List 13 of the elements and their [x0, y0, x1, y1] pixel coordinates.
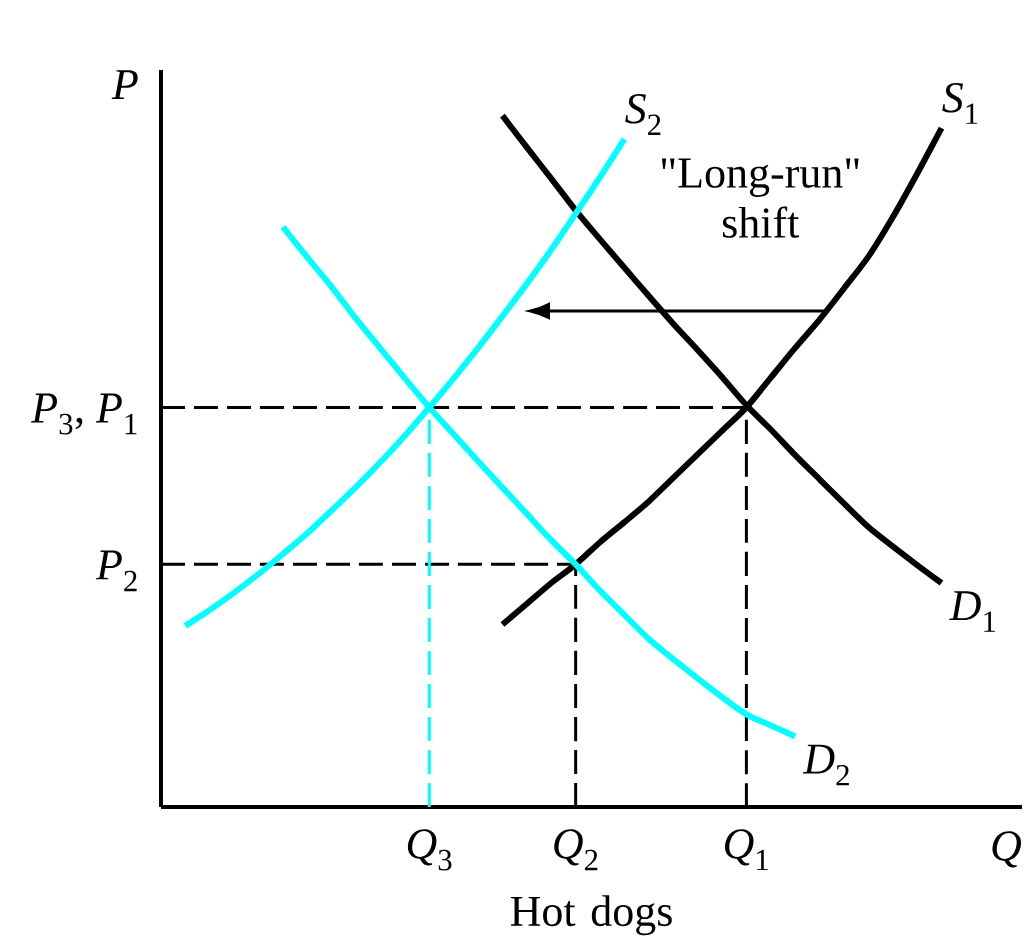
- series-label: S$_{1}$: [942, 82, 978, 124]
- series-label: S$_{2}$: [625, 93, 661, 135]
- series-label: D$_{1}$: [949, 591, 996, 632]
- annotation: "Long-run" shift: [661, 158, 859, 238]
- x-axis-title: Q: [992, 831, 1021, 868]
- series-label: D$_{2}$: [802, 744, 849, 786]
- series-label: P$_{3}$, P$_{1}$: [31, 393, 137, 435]
- x-tick-label: Q$_{2}$: [554, 829, 598, 871]
- x-tick-label: Q$_{1}$: [724, 829, 768, 871]
- y-axis-title: P: [111, 70, 138, 99]
- text: Hot dogs: [510, 895, 672, 936]
- x-tick-label: Q$_{3}$: [407, 829, 452, 871]
- series-label: P$_{2}$: [95, 550, 137, 592]
